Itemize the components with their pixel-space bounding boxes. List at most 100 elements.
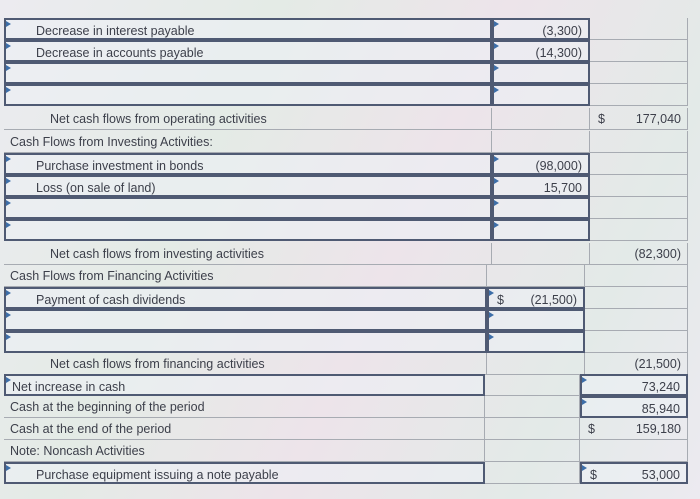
- amount-column-1[interactable]: [492, 197, 590, 219]
- table-row: Cash at the beginning of the period 85,94…: [0, 396, 700, 418]
- table-row: Payment of cash dividends $ (21,500): [0, 287, 700, 309]
- table-row: Cash Flows from Financing Activities: [0, 265, 700, 287]
- row-label-text: Cash Flows from Investing Activities:: [10, 135, 213, 149]
- row-label[interactable]: Loss (on sale of land): [4, 175, 492, 197]
- dollar-sign: $: [598, 112, 605, 126]
- amount-column-1: [492, 131, 590, 153]
- table-row: Net increase in cash 73,240: [0, 374, 700, 396]
- amount-column-1-text: (21,500): [530, 293, 577, 307]
- row-label: Net cash flows from financing activities: [4, 353, 487, 375]
- amount-column-2: $177,040: [590, 108, 688, 130]
- amount-column-1: [492, 108, 590, 130]
- amount-column-2-text: (21,500): [634, 357, 681, 371]
- amount-column-1: [492, 243, 590, 265]
- amount-column-2: $159,180: [580, 418, 688, 440]
- row-label-text: Purchase equipment issuing a note payabl…: [36, 468, 279, 482]
- dollar-sign: $: [590, 468, 597, 482]
- table-row: Net cash flows from financing activities…: [0, 353, 700, 375]
- table-row: Cash Flows from Investing Activities:: [0, 131, 700, 153]
- row-label-text: Cash Flows from Financing Activities: [10, 269, 214, 283]
- amount-column-2: [585, 309, 688, 331]
- row-label: Cash at the end of the period: [4, 418, 485, 440]
- amount-column-2-text: 53,000: [641, 468, 680, 482]
- amount-column-1-text: (98,000): [535, 159, 582, 173]
- amount-column-1: [485, 462, 580, 484]
- row-label[interactable]: [4, 309, 487, 331]
- table-row: [0, 219, 700, 241]
- amount-column-2: (21,500): [585, 353, 688, 375]
- row-label: Cash Flows from Financing Activities: [4, 265, 487, 287]
- amount-column-1: [487, 353, 585, 375]
- amount-column-2-text: (82,300): [634, 247, 681, 261]
- row-label[interactable]: Net increase in cash: [4, 374, 485, 396]
- row-label[interactable]: Payment of cash dividends: [4, 287, 487, 309]
- row-label[interactable]: [4, 84, 492, 106]
- amount-column-1[interactable]: [492, 84, 590, 106]
- row-label-text: Cash at the beginning of the period: [10, 400, 205, 414]
- table-row: Purchase equipment issuing a note payabl…: [0, 462, 700, 484]
- table-row: [0, 197, 700, 219]
- table-row: [0, 309, 700, 331]
- amount-column-1[interactable]: (3,300): [492, 18, 590, 40]
- row-label[interactable]: [4, 219, 492, 241]
- row-label[interactable]: Purchase equipment issuing a note payabl…: [4, 462, 485, 484]
- row-label[interactable]: Decrease in interest payable: [4, 18, 492, 40]
- amount-column-1[interactable]: 15,700: [492, 175, 590, 197]
- amount-column-1[interactable]: (98,000): [492, 153, 590, 175]
- row-label: Note: Noncash Activities: [4, 440, 485, 462]
- amount-column-1-text: (3,300): [542, 24, 582, 38]
- dollar-sign: $: [497, 293, 504, 307]
- amount-column-2: [590, 197, 688, 219]
- row-label[interactable]: [4, 331, 487, 353]
- table-row: [0, 331, 700, 353]
- table-row: Net cash flows from investing activities…: [0, 243, 700, 265]
- amount-column-2[interactable]: 73,240: [580, 374, 688, 396]
- amount-column-2[interactable]: 85,940: [580, 396, 688, 418]
- row-label: Net cash flows from operating activities: [4, 108, 492, 130]
- amount-column-2: [590, 131, 688, 153]
- table-row: Loss (on sale of land) 15,700: [0, 175, 700, 197]
- amount-column-1[interactable]: [492, 219, 590, 241]
- row-label-text: Net increase in cash: [12, 380, 126, 394]
- table-row: Net cash flows from operating activities…: [0, 108, 700, 130]
- amount-column-1[interactable]: [492, 62, 590, 84]
- amount-column-1[interactable]: [487, 309, 585, 331]
- amount-column-1: [487, 265, 585, 287]
- amount-column-1: [485, 440, 580, 462]
- amount-column-2: (82,300): [590, 243, 688, 265]
- row-label[interactable]: Decrease in accounts payable: [4, 40, 492, 62]
- amount-column-1-text: 15,700: [543, 181, 582, 195]
- row-label-text: Decrease in accounts payable: [36, 46, 204, 60]
- row-label: Cash at the beginning of the period: [4, 396, 485, 418]
- row-label-text: Net cash flows from investing activities: [50, 247, 264, 261]
- amount-column-2: [590, 153, 688, 175]
- amount-column-2: [585, 287, 688, 309]
- row-label: Cash Flows from Investing Activities:: [4, 131, 492, 153]
- row-label[interactable]: [4, 197, 492, 219]
- amount-column-2: [590, 62, 688, 84]
- row-label[interactable]: [4, 62, 492, 84]
- table-row: [0, 62, 700, 84]
- amount-column-1[interactable]: (14,300): [492, 40, 590, 62]
- amount-column-1: [485, 374, 580, 396]
- amount-column-1[interactable]: $ (21,500): [487, 287, 585, 309]
- row-label-text: Loss (on sale of land): [36, 181, 156, 195]
- amount-column-2: [580, 440, 688, 462]
- amount-column-2: [590, 18, 688, 40]
- row-label: Net cash flows from investing activities: [4, 243, 492, 265]
- amount-column-2: [590, 219, 688, 241]
- row-label-text: Purchase investment in bonds: [36, 159, 204, 173]
- amount-column-1[interactable]: [487, 331, 585, 353]
- table-row: Note: Noncash Activities: [0, 440, 700, 462]
- amount-column-2: [590, 175, 688, 197]
- row-label-text: Cash at the end of the period: [10, 422, 172, 436]
- amount-column-2: [590, 84, 688, 106]
- row-label[interactable]: Purchase investment in bonds: [4, 153, 492, 175]
- table-row: Cash at the end of the period $159,180: [0, 418, 700, 440]
- row-label-text: Note: Noncash Activities: [10, 444, 145, 458]
- amount-column-2[interactable]: $53,000: [580, 462, 688, 484]
- dollar-sign: $: [588, 422, 595, 436]
- amount-column-2-text: 73,240: [641, 380, 680, 394]
- amount-column-2-text: 159,180: [635, 422, 681, 436]
- amount-column-1: [485, 396, 580, 418]
